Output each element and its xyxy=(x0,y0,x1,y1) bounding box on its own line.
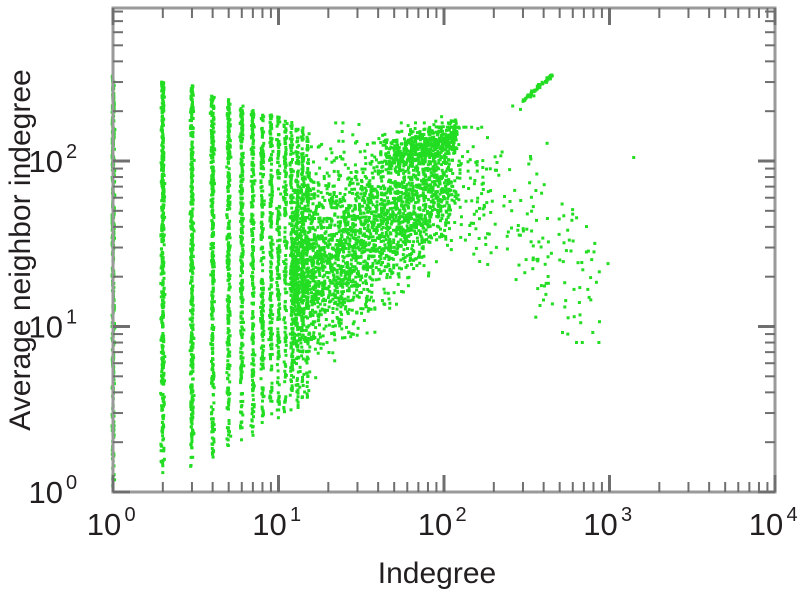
tick-label: 10 0 xyxy=(87,504,136,542)
x-axis-title: Indegree xyxy=(378,557,496,590)
tick-label: 10 2 xyxy=(418,504,467,542)
tick-label: 10 1 xyxy=(29,307,78,345)
tick-label: 10 0 xyxy=(29,472,78,510)
tick-label: 10 3 xyxy=(583,504,632,542)
data-points-layer xyxy=(110,73,636,488)
axis-ticks xyxy=(111,8,777,494)
x-tick-labels: 10 0 10 1 10 2 10 3 10 4 xyxy=(87,504,798,542)
tick-label: 10 2 xyxy=(29,141,78,179)
tick-label: 10 1 xyxy=(252,504,301,542)
y-axis-title: Average neighbor indegree xyxy=(4,69,37,430)
tick-label: 10 4 xyxy=(749,504,798,542)
